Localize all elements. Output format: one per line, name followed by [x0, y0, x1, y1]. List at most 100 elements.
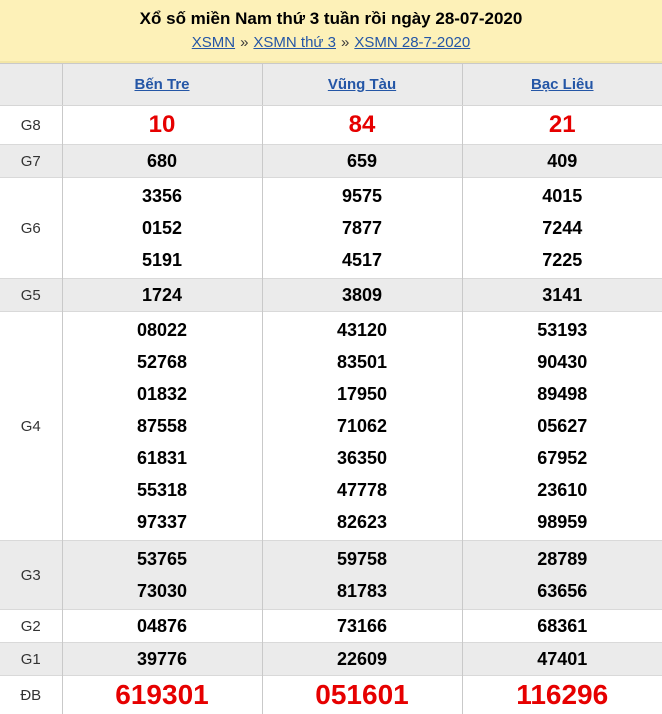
prize-number: 0152 — [63, 212, 262, 244]
row-label: ĐB — [0, 676, 62, 714]
prize-number: 63656 — [463, 575, 662, 607]
prize-number: 409 — [463, 145, 662, 177]
column-header-vung-tau[interactable]: Vũng Tàu — [328, 76, 396, 93]
prize-cell: 619301 — [62, 676, 262, 714]
prize-cell: 39776 — [62, 643, 262, 676]
prize-number: 680 — [63, 145, 262, 177]
prize-number: 08022 — [63, 314, 262, 346]
prize-cell: 10 — [62, 106, 262, 145]
prize-number: 89498 — [463, 378, 662, 410]
prize-number: 47401 — [463, 643, 662, 675]
prize-number: 3141 — [463, 279, 662, 311]
prize-number: 67952 — [463, 442, 662, 474]
prize-number: 5191 — [63, 244, 262, 276]
column-header-bac-lieu[interactable]: Bạc Liêu — [531, 76, 594, 93]
prize-number: 71062 — [263, 410, 462, 442]
prize-number: 90430 — [463, 346, 662, 378]
prize-number: 53765 — [63, 543, 262, 575]
prize-number: 73030 — [63, 575, 262, 607]
prize-number: 05627 — [463, 410, 662, 442]
table-header-row: Bến Tre Vũng Tàu Bạc Liêu — [0, 64, 662, 106]
prize-cell: 21 — [462, 106, 662, 145]
prize-cell: 3809 — [262, 279, 462, 312]
prize-cell: 47401 — [462, 643, 662, 676]
prize-number: 83501 — [263, 346, 462, 378]
prize-number: 52768 — [63, 346, 262, 378]
prize-number: 73166 — [263, 610, 462, 642]
prize-number: 04876 — [63, 610, 262, 642]
row-label-header — [0, 64, 62, 106]
breadcrumb: XSMN » XSMN thứ 3 » XSMN 28-7-2020 — [0, 34, 662, 52]
row-label: G3 — [0, 541, 62, 610]
prize-number: 3356 — [63, 180, 262, 212]
prize-number: 98959 — [463, 506, 662, 538]
prize-number: 47778 — [263, 474, 462, 506]
prize-number: 01832 — [63, 378, 262, 410]
prize-cell: 116296 — [462, 676, 662, 714]
prize-number: 619301 — [63, 676, 262, 714]
breadcrumb-link-xsmn[interactable]: XSMN — [192, 34, 235, 51]
prize-number: 87558 — [63, 410, 262, 442]
prize-number: 59758 — [263, 543, 462, 575]
row-label: G8 — [0, 106, 62, 145]
breadcrumb-link-xsmn-thu-3[interactable]: XSMN thứ 3 — [253, 34, 336, 51]
prize-number: 3809 — [263, 279, 462, 311]
prize-number: 9575 — [263, 180, 462, 212]
column-header-ben-tre[interactable]: Bến Tre — [134, 76, 189, 93]
prize-cell: 051601 — [262, 676, 462, 714]
prize-number: 7877 — [263, 212, 462, 244]
prize-cell: 680 — [62, 145, 262, 178]
prize-cell: 3141 — [462, 279, 662, 312]
prize-number: 97337 — [63, 506, 262, 538]
breadcrumb-link-xsmn-date[interactable]: XSMN 28-7-2020 — [354, 34, 470, 51]
prize-number: 36350 — [263, 442, 462, 474]
row-label: G7 — [0, 145, 62, 178]
page-title: Xổ số miền Nam thứ 3 tuần rồi ngày 28-07… — [0, 9, 662, 29]
prize-number: 23610 — [463, 474, 662, 506]
row-label: G2 — [0, 610, 62, 643]
prize-number: 68361 — [463, 610, 662, 642]
breadcrumb-separator: » — [341, 34, 349, 51]
prize-number: 17950 — [263, 378, 462, 410]
prize-number: 82623 — [263, 506, 462, 538]
prize-number: 116296 — [463, 676, 662, 714]
prize-cell: 04876 — [62, 610, 262, 643]
prize-number: 28789 — [463, 543, 662, 575]
prize-number: 61831 — [63, 442, 262, 474]
breadcrumb-separator: » — [240, 34, 248, 51]
prize-cell: 73166 — [262, 610, 462, 643]
prize-number: 55318 — [63, 474, 262, 506]
prize-number: 21 — [463, 106, 662, 144]
prize-cell: 1724 — [62, 279, 262, 312]
prize-number: 22609 — [263, 643, 462, 675]
prize-cell: 68361 — [462, 610, 662, 643]
prize-number: 81783 — [263, 575, 462, 607]
prize-number: 4015 — [463, 180, 662, 212]
prize-cell: 659 — [262, 145, 462, 178]
prize-number: 4517 — [263, 244, 462, 276]
prize-number: 39776 — [63, 643, 262, 675]
prize-cell: 22609 — [262, 643, 462, 676]
prize-number: 43120 — [263, 314, 462, 346]
row-label: G4 — [0, 312, 62, 541]
prize-number: 1724 — [63, 279, 262, 311]
